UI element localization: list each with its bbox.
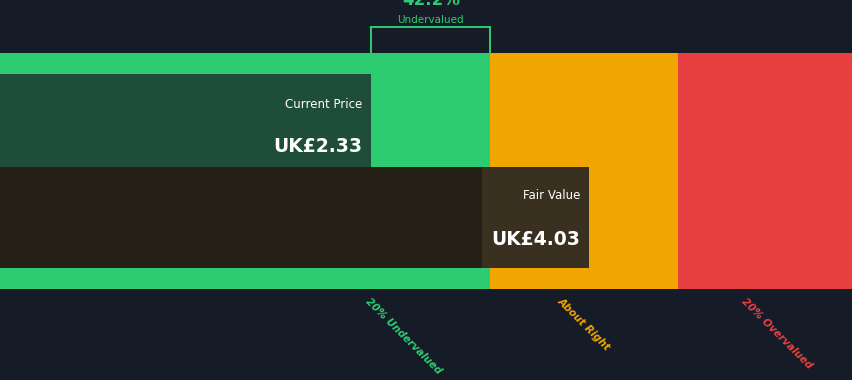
Bar	[490, 53, 677, 289]
Bar	[0, 167, 490, 268]
Text: Current Price: Current Price	[285, 98, 362, 111]
Text: Undervalued: Undervalued	[397, 15, 463, 25]
Bar	[0, 74, 371, 175]
Text: 42.2%: 42.2%	[401, 0, 459, 10]
Text: About Right: About Right	[556, 296, 612, 353]
Bar	[677, 53, 852, 289]
Bar	[0, 53, 490, 289]
Bar	[481, 167, 588, 268]
Text: 20% Overvalued: 20% Overvalued	[739, 296, 813, 371]
Text: UK£2.33: UK£2.33	[273, 137, 362, 156]
Text: UK£4.03: UK£4.03	[491, 230, 579, 249]
Text: Fair Value: Fair Value	[522, 189, 579, 202]
Text: 20% Undervalued: 20% Undervalued	[364, 296, 443, 376]
